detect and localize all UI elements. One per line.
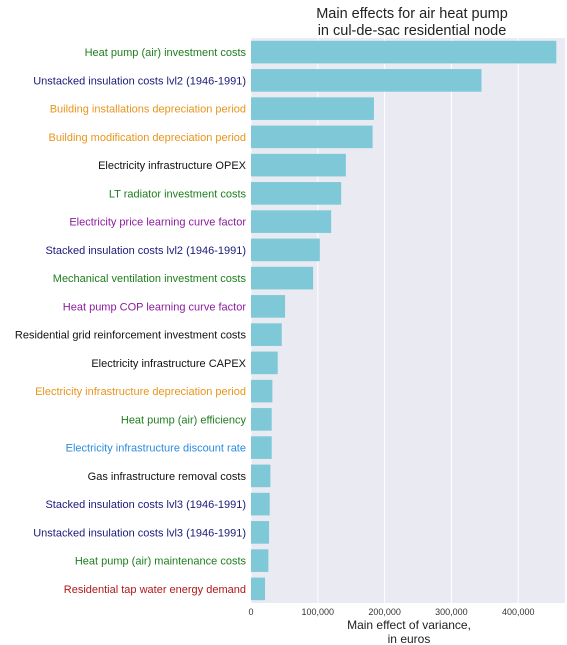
category-label: Residential grid reinforcement investmen… <box>15 330 247 342</box>
x-axis-title-line-1: Main effect of variance, <box>347 618 471 632</box>
bar <box>251 323 282 346</box>
bar <box>251 351 278 375</box>
category-label: Residential tap water energy demand <box>64 584 246 596</box>
category-label: Stacked insulation costs lvl3 (1946-1991… <box>45 499 246 511</box>
bar <box>251 436 272 459</box>
category-label: Electricity infrastructure depreciation … <box>35 386 246 398</box>
bar <box>251 549 269 572</box>
bar <box>251 97 374 120</box>
category-label: Unstacked insulation costs lvl2 (1946-19… <box>33 75 246 87</box>
category-label: Heat pump COP learning curve factor <box>63 301 247 313</box>
bar <box>251 238 320 262</box>
bar <box>251 210 332 233</box>
chart-title-line-1: Main effects for air heat pump <box>316 6 508 22</box>
category-labels: Heat pump (air) investment costs Unstacke… <box>15 47 247 596</box>
category-label: Electricity infrastructure CAPEX <box>91 358 246 370</box>
bar <box>251 182 342 205</box>
category-label: Stacked insulation costs lvl2 (1946-1991… <box>45 245 246 257</box>
category-label: Heat pump (air) efficiency <box>121 414 247 426</box>
category-label: Unstacked insulation costs lvl3 (1946-19… <box>33 527 246 539</box>
bar <box>251 40 557 64</box>
x-tick-label: 300,000 <box>435 607 468 617</box>
bar <box>251 464 271 488</box>
x-tick-label: 0 <box>248 607 253 617</box>
bar <box>251 69 482 92</box>
category-label: Heat pump (air) investment costs <box>85 47 247 59</box>
bar <box>251 577 266 601</box>
bars <box>251 40 557 601</box>
bar <box>251 153 346 177</box>
category-label: Heat pump (air) maintenance costs <box>75 556 247 568</box>
bar <box>251 492 270 516</box>
category-label: Electricity infrastructure discount rate <box>66 443 246 455</box>
bar <box>251 266 314 290</box>
category-label: LT radiator investment costs <box>109 188 247 200</box>
category-label: Mechanical ventilation investment costs <box>53 273 247 285</box>
x-tick-label: 400,000 <box>502 607 535 617</box>
x-axis-title-line-2: in euros <box>388 632 431 645</box>
x-tick-label: 100,000 <box>302 607 335 617</box>
category-label: Electricity infrastructure OPEX <box>98 160 247 172</box>
bar <box>251 295 286 318</box>
bar <box>251 521 270 544</box>
category-label: Gas infrastructure removal costs <box>88 471 247 483</box>
bar <box>251 379 273 403</box>
category-label: Building installations depreciation peri… <box>50 104 246 116</box>
bar <box>251 125 373 149</box>
bar <box>251 408 272 431</box>
category-label: Building modification depreciation perio… <box>48 132 246 144</box>
x-tick-label: 200,000 <box>368 607 401 617</box>
chart-title-line-2: in cul-de-sac residential node <box>318 23 507 39</box>
category-label: Electricity price learning curve factor <box>69 217 246 229</box>
x-tick-labels: 0 100,000 200,000 300,000 400,000 <box>248 607 534 617</box>
